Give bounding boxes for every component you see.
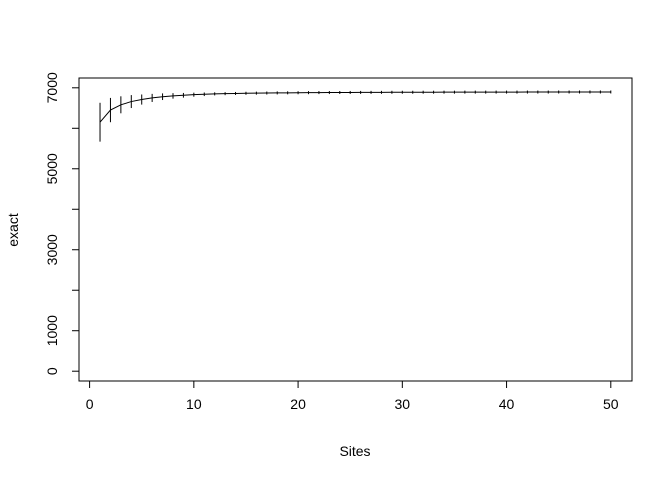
x-tick-label: 30 [395,396,411,412]
y-axis: 0 1000 3000 5000 7000 [44,72,80,375]
x-tick-label: 0 [86,396,94,412]
x-tick-label: 40 [499,396,515,412]
x-axis-title: Sites [339,443,370,459]
plot-frame [78,77,633,382]
y-tick-label: 3000 [44,234,60,265]
x-tick-label: 20 [290,396,306,412]
series-line [99,91,611,123]
x-tick-label: 50 [603,396,619,412]
y-axis-title: exact [5,213,21,247]
x-tick-label: 10 [186,396,202,412]
y-tick-label: 7000 [44,72,60,103]
y-tick-label: 1000 [44,315,60,346]
series-layer [99,90,612,142]
y-tick-label: 0 [44,367,60,375]
x-axis: 0 10 20 30 40 50 [86,380,619,412]
y-tick-label: 5000 [44,153,60,184]
